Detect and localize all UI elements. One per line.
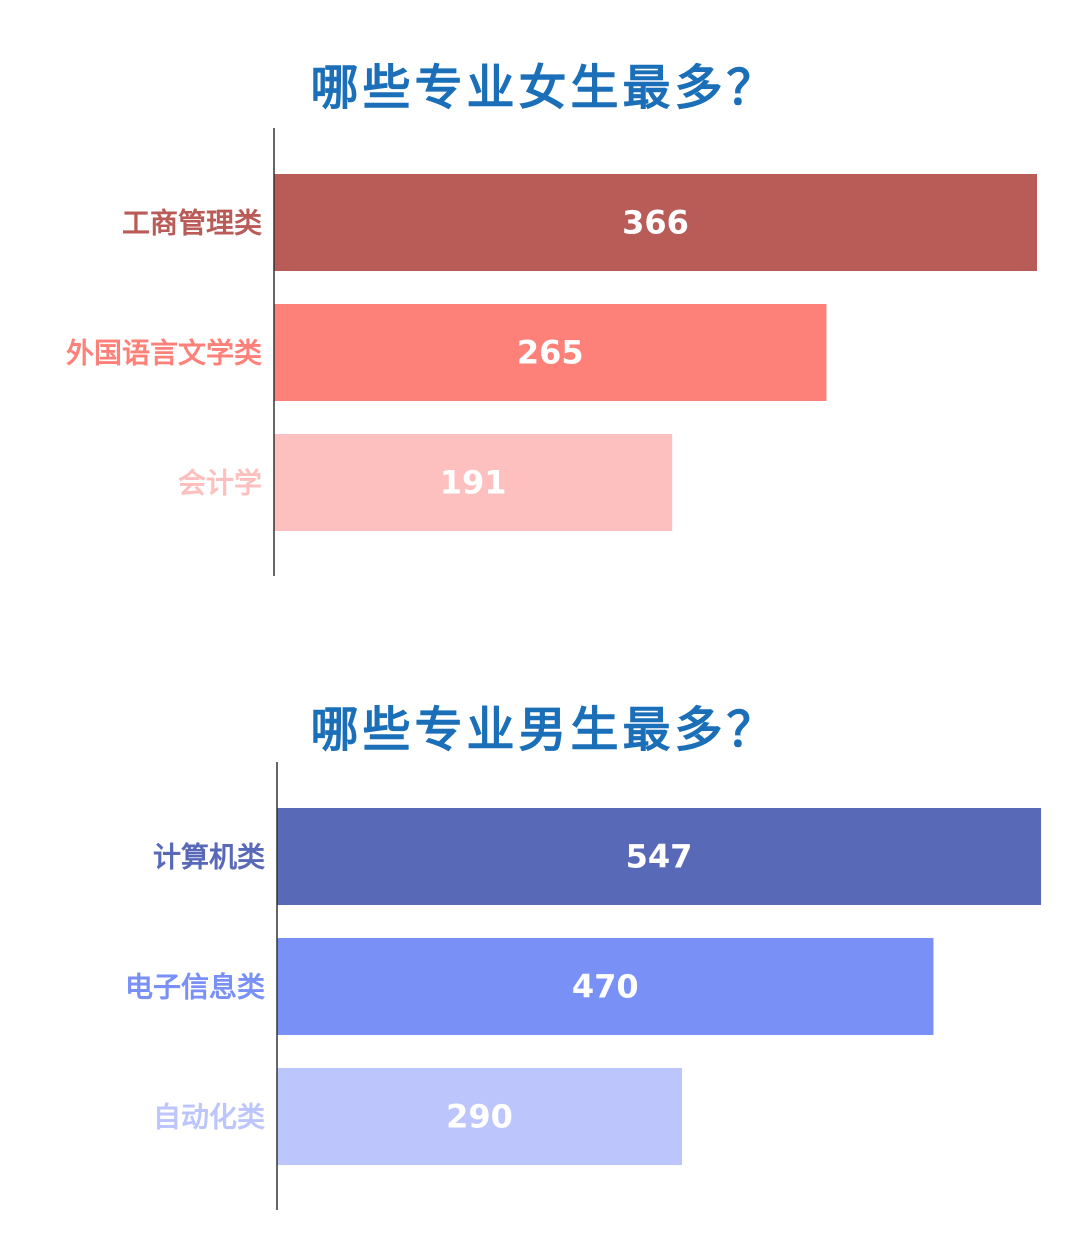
bar xyxy=(274,174,1037,271)
bar xyxy=(277,1068,683,1165)
category-label: 自动化类 xyxy=(153,1101,265,1134)
bar xyxy=(277,938,934,1035)
bar-chart-svg: 366 工商管理类 265 外国语言文学类 191 会计学 xyxy=(66,128,1037,576)
bar-chart-svg: 547 计算机类 470 电子信息类 290 自动化类 xyxy=(125,762,1041,1210)
bar xyxy=(277,808,1041,905)
chart-male-majors: 哪些专业男生最多？ 547 计算机类 470 电子信息类 290 自动化类 xyxy=(0,634,1089,1234)
category-label: 工商管理类 xyxy=(122,207,262,240)
bar-value-label: 290 xyxy=(446,1098,513,1136)
category-label: 会计学 xyxy=(178,467,262,500)
bar-value-label: 191 xyxy=(440,464,507,502)
chart-title: 哪些专业男生最多？ xyxy=(310,702,779,758)
category-label: 电子信息类 xyxy=(125,971,265,1004)
category-label: 计算机类 xyxy=(153,841,265,874)
chart-female-majors: 哪些专业女生最多？ 366 工商管理类 265 外国语言文学类 191 会计学 xyxy=(0,0,1089,600)
category-label: 外国语言文学类 xyxy=(66,337,262,370)
chart-title: 哪些专业女生最多？ xyxy=(310,60,779,116)
bar-value-label: 547 xyxy=(626,838,693,876)
bar xyxy=(274,434,673,531)
bar xyxy=(274,304,827,401)
bar-value-label: 265 xyxy=(517,334,584,372)
bar-value-label: 366 xyxy=(622,204,689,242)
bar-value-label: 470 xyxy=(572,968,639,1006)
